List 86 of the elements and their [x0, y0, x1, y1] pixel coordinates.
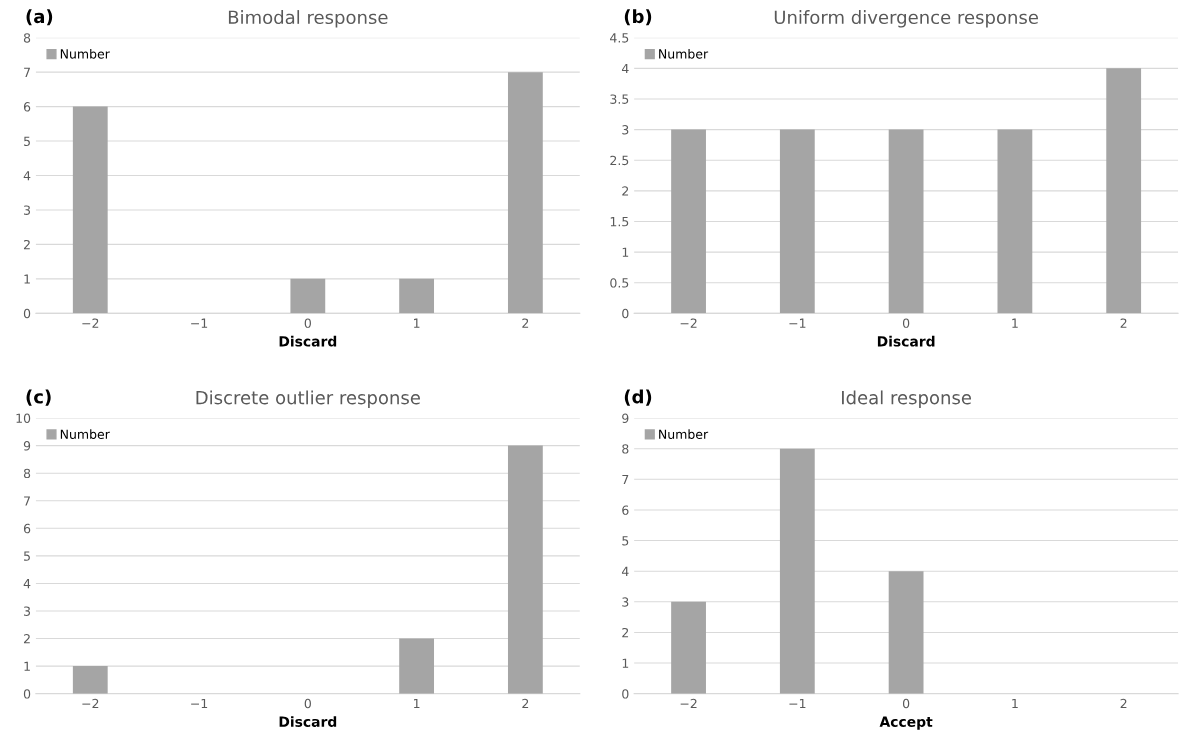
y-tick-label: 4.5: [610, 33, 629, 43]
x-axis-title: Discard: [279, 335, 337, 347]
y-tick-label: 1: [622, 247, 629, 257]
text: (b): [624, 9, 652, 26]
y-tick-label: 0: [23, 689, 31, 699]
y-tick-label: 9: [23, 441, 31, 451]
text: (a): [26, 9, 53, 26]
y-tick-label: 3: [622, 597, 629, 607]
legend-label: Number: [659, 429, 709, 439]
text: (d): [624, 389, 652, 406]
y-tick-label: 8: [622, 444, 629, 454]
bar: [72, 666, 108, 694]
y-tick-label: 2: [23, 239, 30, 250]
x-tick-label: −2: [680, 698, 697, 709]
x-axis-title: Accept: [879, 716, 933, 730]
bar: [888, 571, 924, 694]
x-tick-label: 0: [304, 318, 311, 328]
y-tick-label: 6: [622, 505, 629, 515]
bar: [779, 448, 815, 694]
bar: [72, 106, 108, 314]
x-tick-label: −2: [82, 318, 99, 328]
y-tick-label: 0.5: [610, 278, 629, 288]
x-tick-label: 1: [1012, 318, 1018, 328]
y-tick-label: 3: [622, 125, 629, 135]
y-tick-label: 5: [622, 536, 629, 546]
x-tick-label: −1: [789, 318, 806, 328]
y-tick-label: 7: [24, 496, 30, 506]
bar: [507, 72, 543, 314]
y-tick-label: 0: [622, 689, 629, 699]
chart-title: Ideal response: [842, 390, 972, 408]
x-axis-title: Discard: [279, 716, 337, 727]
y-tick-label: 3.5: [610, 94, 629, 104]
y-tick-label: 7: [622, 474, 629, 485]
y-tick-label: 5: [24, 136, 30, 146]
legend-label: Number: [659, 48, 709, 59]
bar: [507, 445, 543, 694]
x-tick-label: 2: [1120, 318, 1127, 328]
y-tick-label: 3: [24, 606, 31, 616]
text: (c): [26, 389, 51, 406]
x-tick-label: −1: [789, 698, 806, 709]
bar: [399, 638, 435, 694]
y-tick-label: 5: [24, 551, 30, 561]
y-tick-label: 10: [16, 413, 31, 423]
y-tick-label: 7: [24, 67, 30, 77]
chart-title: Discrete outlier response: [196, 390, 420, 408]
y-tick-label: 4: [621, 63, 629, 74]
x-tick-label: −1: [191, 318, 208, 328]
y-tick-label: 0: [622, 308, 629, 319]
y-tick-label: 2: [622, 627, 629, 638]
y-tick-label: 1: [24, 661, 30, 671]
y-tick-label: 4: [23, 171, 31, 181]
x-tick-label: 0: [902, 698, 910, 709]
chart-title: Uniform divergence response: [774, 10, 1038, 28]
y-tick-label: 1.5: [610, 217, 629, 227]
x-tick-label: 2: [522, 698, 529, 709]
y-tick-label: 3: [24, 205, 31, 215]
x-tick-label: 2: [1120, 698, 1127, 709]
y-tick-label: 2: [622, 186, 629, 196]
x-tick-label: 1: [414, 318, 420, 328]
y-tick-label: 1: [24, 274, 30, 284]
x-tick-label: 1: [414, 698, 420, 709]
y-tick-label: 0: [23, 308, 31, 319]
y-tick-label: 2: [23, 634, 30, 644]
bar: [399, 278, 435, 314]
x-tick-label: 1: [1012, 698, 1018, 709]
x-tick-label: 2: [522, 318, 529, 328]
legend-label: Number: [60, 48, 110, 59]
bar: [671, 601, 706, 694]
x-tick-label: −1: [191, 698, 208, 709]
x-axis-title: Discard: [877, 335, 935, 347]
y-tick-label: 4: [23, 579, 31, 589]
y-tick-label: 1: [622, 658, 629, 668]
y-tick-label: 2.5: [610, 155, 629, 166]
y-tick-label: 9: [622, 413, 629, 423]
y-tick-label: 4: [621, 566, 629, 576]
x-tick-label: −2: [82, 698, 99, 709]
y-tick-label: 6: [23, 523, 31, 534]
y-tick-label: 8: [23, 468, 31, 479]
y-tick-label: 6: [23, 102, 31, 112]
bar: [290, 278, 326, 314]
x-tick-label: 0: [902, 318, 910, 328]
legend-label: Number: [60, 429, 110, 439]
x-tick-label: 0: [304, 698, 311, 709]
chart-title: Bimodal response: [228, 10, 388, 28]
x-tick-label: −2: [680, 318, 697, 328]
y-tick-label: 8: [23, 33, 31, 43]
